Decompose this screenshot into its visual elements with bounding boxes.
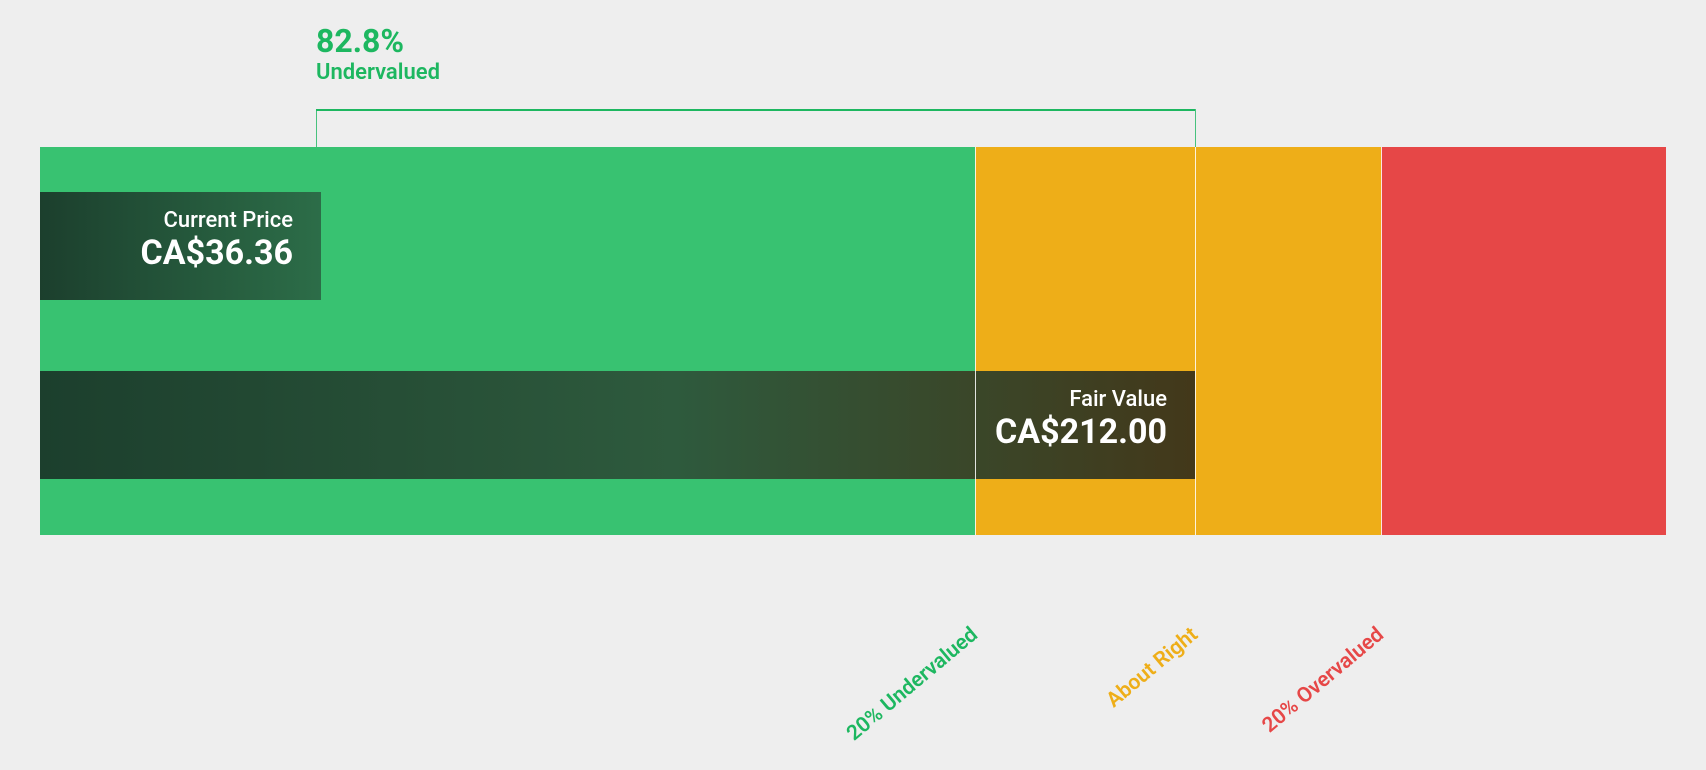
fair-value-amount: CA$212.00 [68, 412, 1167, 452]
tick-label: 20% Overvalued [1220, 623, 1389, 770]
valuation-chart: 82.8% Undervalued Fair Value CA$212.00 C… [0, 0, 1706, 760]
tick-label: 20% Undervalued [814, 623, 983, 770]
callout-bracket-right [1195, 109, 1196, 147]
tick-label: About Right [1034, 623, 1203, 770]
current-price-label: Current Price [68, 208, 293, 233]
undervalued-callout: 82.8% Undervalued [316, 22, 440, 85]
tick-guide [1381, 147, 1382, 535]
undervalued-pct: 82.8% [316, 22, 440, 60]
undervalued-label: Undervalued [316, 60, 440, 85]
current-price-amount: CA$36.36 [68, 233, 293, 273]
tick-guide [975, 147, 976, 535]
bar-segment-overvalued_zone [1381, 147, 1666, 535]
callout-bracket-left [316, 109, 317, 147]
current-price-box: Current Price CA$36.36 [40, 192, 321, 300]
fair-value-label: Fair Value [68, 387, 1167, 412]
callout-bracket [316, 109, 1195, 111]
fair-value-box: Fair Value CA$212.00 [40, 371, 1195, 479]
tick-guide [1195, 147, 1196, 535]
